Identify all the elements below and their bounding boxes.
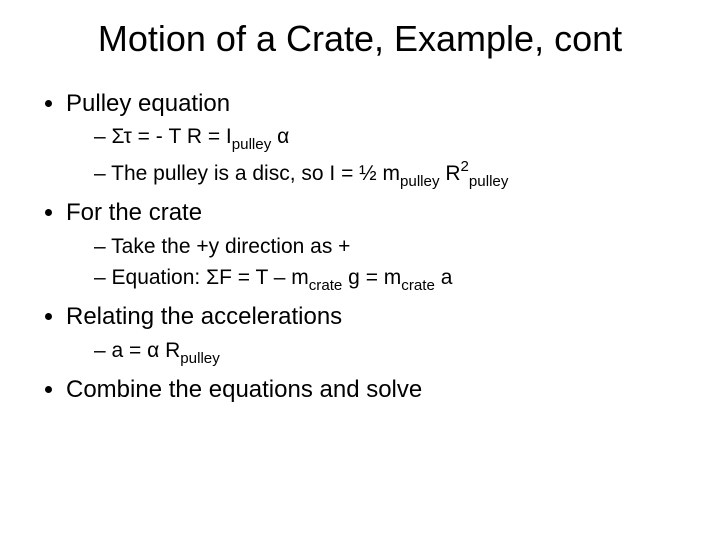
bullet-3: Relating the accelerations a = α Rpulley [66,301,690,368]
bullet-1-sub-2: The pulley is a disc, so I = ½ mpulley R… [94,157,690,191]
b1s1-sub1: pulley [232,136,271,153]
bullet-2-sublist: Take the +y direction as + Equation: ΣF … [66,232,690,296]
b3s1-sub: pulley [180,350,219,367]
bullet-3-sublist: a = α Rpulley [66,336,690,368]
slide-container: Motion of a Crate, Example, cont Pulley … [0,0,720,540]
b2s2-sub1: crate [309,277,343,294]
b3s1-a: a = α R [112,339,181,362]
b2s2-c: a [435,266,453,289]
bullet-1-sub-1: Στ = - T R = Ipulley α [94,122,690,154]
b1s2-a: The pulley is a disc, so I = ½ m [111,162,400,185]
bullet-2: For the crate Take the +y direction as +… [66,197,690,295]
bullet-1-text: Pulley equation [66,90,230,117]
b1s2-sub1: pulley [400,173,439,190]
b1s1-pre: Στ = - T R = I [112,125,232,148]
bullet-1: Pulley equation Στ = - T R = Ipulley α T… [66,88,690,191]
b1s2-sup: 2 [461,158,469,175]
bullet-2-text: For the crate [66,199,202,226]
b1s2-sub2: pulley [469,173,508,190]
b1s1-post: α [271,125,289,148]
bullet-3-sub-1: a = α Rpulley [94,336,690,368]
b2s2-sub2: crate [401,277,435,294]
bullet-2-sub-2: Equation: ΣF = T – mcrate g = mcrate a [94,263,690,295]
bullet-3-text: Relating the accelerations [66,303,342,330]
bullet-2-sub-1: Take the +y direction as + [94,232,690,261]
slide-title: Motion of a Crate, Example, cont [30,18,690,60]
bullet-4-text: Combine the equations and solve [66,376,422,403]
bullet-1-sublist: Στ = - T R = Ipulley α The pulley is a d… [66,122,690,191]
b2s2-b: g = m [342,266,401,289]
b2s1: Take the +y direction as + [111,235,350,258]
b2s2-a: Equation: ΣF = T – m [112,266,309,289]
bullet-4: Combine the equations and solve [66,374,690,406]
bullet-list: Pulley equation Στ = - T R = Ipulley α T… [30,88,690,406]
b1s2-b: R [440,162,461,185]
